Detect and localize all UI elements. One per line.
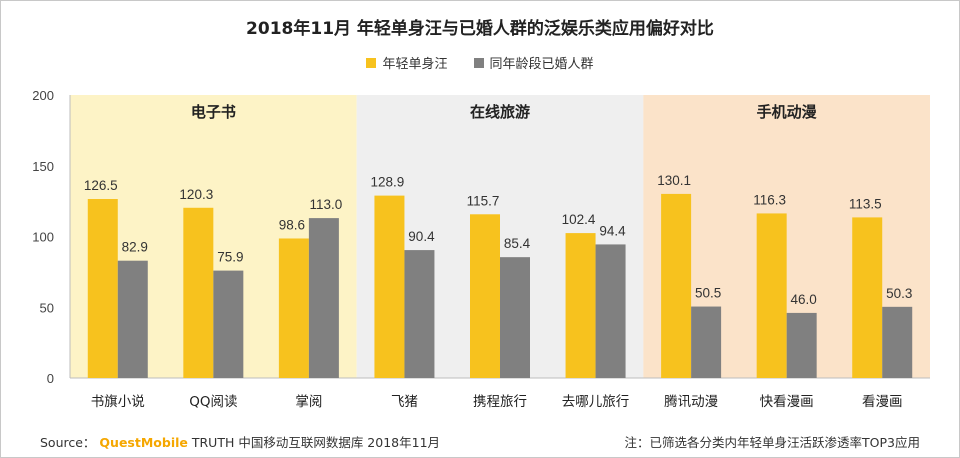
bar-1-3 (404, 250, 435, 378)
chart-title: 2018年11月 年轻单身汪与已婚人群的泛娱乐类应用偏好对比 (246, 19, 714, 39)
legend-item-married: 同年龄段已婚人群 (473, 53, 594, 72)
data-label-1-4: 85.4 (504, 236, 531, 251)
data-label-1-3: 90.4 (408, 229, 435, 244)
legend-label-married: 同年龄段已婚人群 (489, 57, 594, 72)
x-tick-label-0: 书旗小说 (91, 394, 145, 410)
x-tick-label-5: 去哪儿旅行 (562, 394, 630, 410)
y-tick-label-1: 50 (40, 300, 54, 315)
data-label-0-1: 120.3 (179, 187, 213, 202)
bar-0-0 (87, 199, 118, 378)
data-label-1-6: 50.5 (695, 286, 721, 301)
x-tick-label-1: QQ阅读 (189, 394, 237, 410)
source-text: TRUTH 中国移动互联网数据库 2018年11月 (191, 435, 441, 450)
legend: 年轻单身汪 同年龄段已婚人群 (0, 53, 960, 72)
data-label-1-8: 50.3 (886, 286, 912, 301)
legend-label-single: 年轻单身汪 (382, 57, 448, 72)
x-tick-label-3: 飞猪 (391, 394, 418, 410)
data-label-1-0: 82.9 (122, 240, 148, 255)
source-label: Source： (40, 435, 96, 450)
footer: Source： QuestMobile TRUTH 中国移动互联网数据库 201… (40, 432, 920, 452)
y-tick-label-0: 0 (47, 371, 54, 386)
x-tick-label-6: 腾讯动漫 (664, 393, 718, 410)
legend-swatch-married (473, 57, 484, 68)
bar-0-3 (374, 195, 405, 378)
data-label-0-8: 113.5 (849, 196, 882, 211)
data-label-1-5: 94.4 (599, 223, 626, 238)
bar-0-2 (278, 238, 309, 378)
bar-0-5 (565, 233, 596, 378)
y-tick-label-4: 200 (32, 88, 54, 103)
bar-1-0 (117, 260, 148, 378)
legend-swatch-single (366, 57, 377, 68)
data-label-0-5: 102.4 (562, 212, 596, 227)
bar-0-8 (852, 217, 883, 378)
bar-1-5 (595, 244, 626, 378)
x-tick-label-8: 看漫画 (862, 394, 903, 410)
bar-1-8 (882, 306, 913, 378)
data-label-1-1: 75.9 (217, 250, 243, 265)
x-tick-label-4: 携程旅行 (473, 394, 527, 410)
group-label-1: 在线旅游 (470, 103, 530, 121)
bar-1-7 (786, 312, 817, 378)
bar-0-7 (756, 213, 787, 378)
data-label-0-7: 116.3 (753, 192, 786, 207)
data-label-0-6: 130.1 (657, 173, 691, 188)
group-label-0: 电子书 (191, 103, 236, 121)
bar-0-6 (661, 193, 692, 378)
legend-item-single: 年轻单身汪 (366, 53, 448, 72)
data-label-0-3: 128.9 (371, 175, 405, 190)
bar-1-2 (308, 218, 339, 378)
group-label-2: 手机动漫 (757, 103, 818, 121)
data-label-1-7: 46.0 (791, 292, 817, 307)
bar-1-1 (213, 270, 244, 378)
data-label-1-2: 113.0 (309, 197, 342, 212)
x-tick-label-7: 快看漫画 (760, 394, 814, 410)
bar-0-1 (183, 207, 214, 378)
y-tick-label-3: 150 (32, 159, 54, 174)
x-tick-label-2: 掌阅 (295, 394, 322, 410)
data-label-0-0: 126.5 (84, 178, 118, 193)
bar-1-6 (691, 306, 722, 378)
y-tick-label-2: 100 (32, 230, 54, 245)
footnote: 注：已筛选各分类内年轻单身汪活跃渗透率TOP3应用 (624, 435, 920, 450)
data-label-0-4: 115.7 (467, 193, 500, 208)
data-label-0-2: 98.6 (279, 217, 305, 232)
bar-0-4 (470, 214, 500, 378)
brand-logo-text: QuestMobile (99, 435, 188, 450)
source-line: Source： QuestMobile TRUTH 中国移动互联网数据库 201… (40, 432, 440, 452)
bar-1-4 (500, 257, 530, 378)
